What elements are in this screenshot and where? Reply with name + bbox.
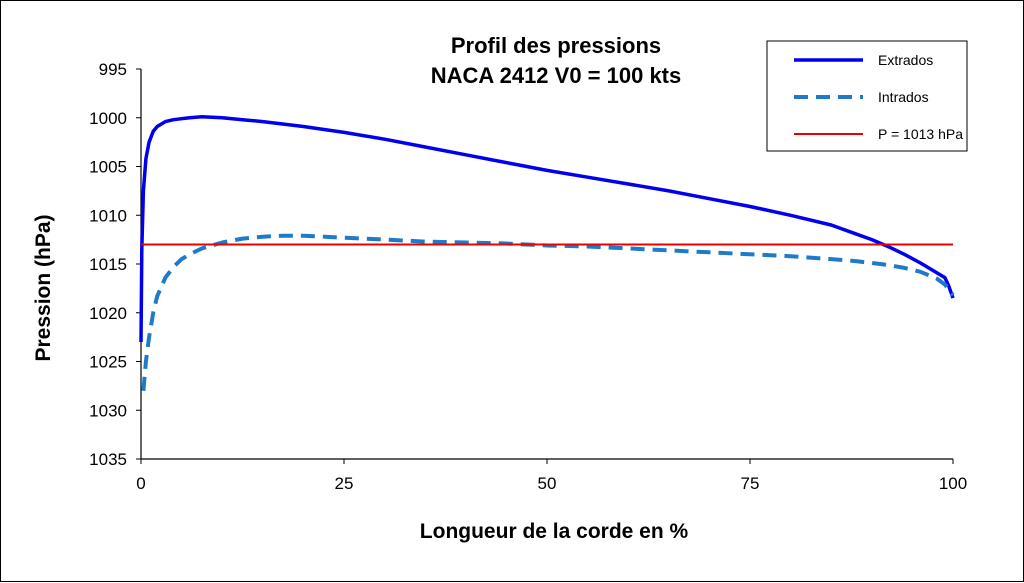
y-tick-label: 995 bbox=[99, 60, 127, 79]
x-tick-label: 0 bbox=[136, 474, 145, 493]
legend: Extrados Intrados P = 1013 hPa bbox=[766, 40, 968, 152]
series-line-intrados bbox=[141, 233, 955, 391]
y-tick-label: 1010 bbox=[89, 206, 127, 225]
legend-label: Extrados bbox=[878, 52, 933, 68]
series-layer bbox=[139, 115, 955, 391]
x-axis-title: Longueur de la corde en % bbox=[420, 520, 689, 543]
y-tick-label: 1000 bbox=[89, 109, 127, 128]
y-axis-title: Pression (hPa) bbox=[32, 214, 55, 361]
x-tick-label: 50 bbox=[538, 474, 557, 493]
y-tick-label: 1035 bbox=[89, 450, 127, 469]
y-tick-label: 1005 bbox=[89, 158, 127, 177]
legend-items: Extrados Intrados P = 1013 hPa bbox=[794, 52, 963, 142]
legend-label: Intrados bbox=[878, 89, 929, 105]
x-tick-label: 100 bbox=[939, 474, 967, 493]
legend-label: P = 1013 hPa bbox=[878, 126, 963, 142]
y-tick-label: 1015 bbox=[89, 255, 127, 274]
chart-title-line-2: NACA 2412 V0 = 100 kts bbox=[431, 63, 682, 88]
x-tick-label: 75 bbox=[741, 474, 760, 493]
x-axis-ticks: 0 25 50 75 100 bbox=[136, 459, 967, 493]
y-axis-ticks: 995 1000 1005 1010 1015 1020 1025 1030 1035 bbox=[89, 60, 141, 469]
x-tick-label: 25 bbox=[335, 474, 354, 493]
y-tick-label: 1020 bbox=[89, 304, 127, 323]
y-tick-label: 1030 bbox=[89, 401, 127, 420]
y-tick-label: 1025 bbox=[89, 353, 127, 372]
chart-title-line-1: Profil des pressions bbox=[451, 33, 661, 58]
